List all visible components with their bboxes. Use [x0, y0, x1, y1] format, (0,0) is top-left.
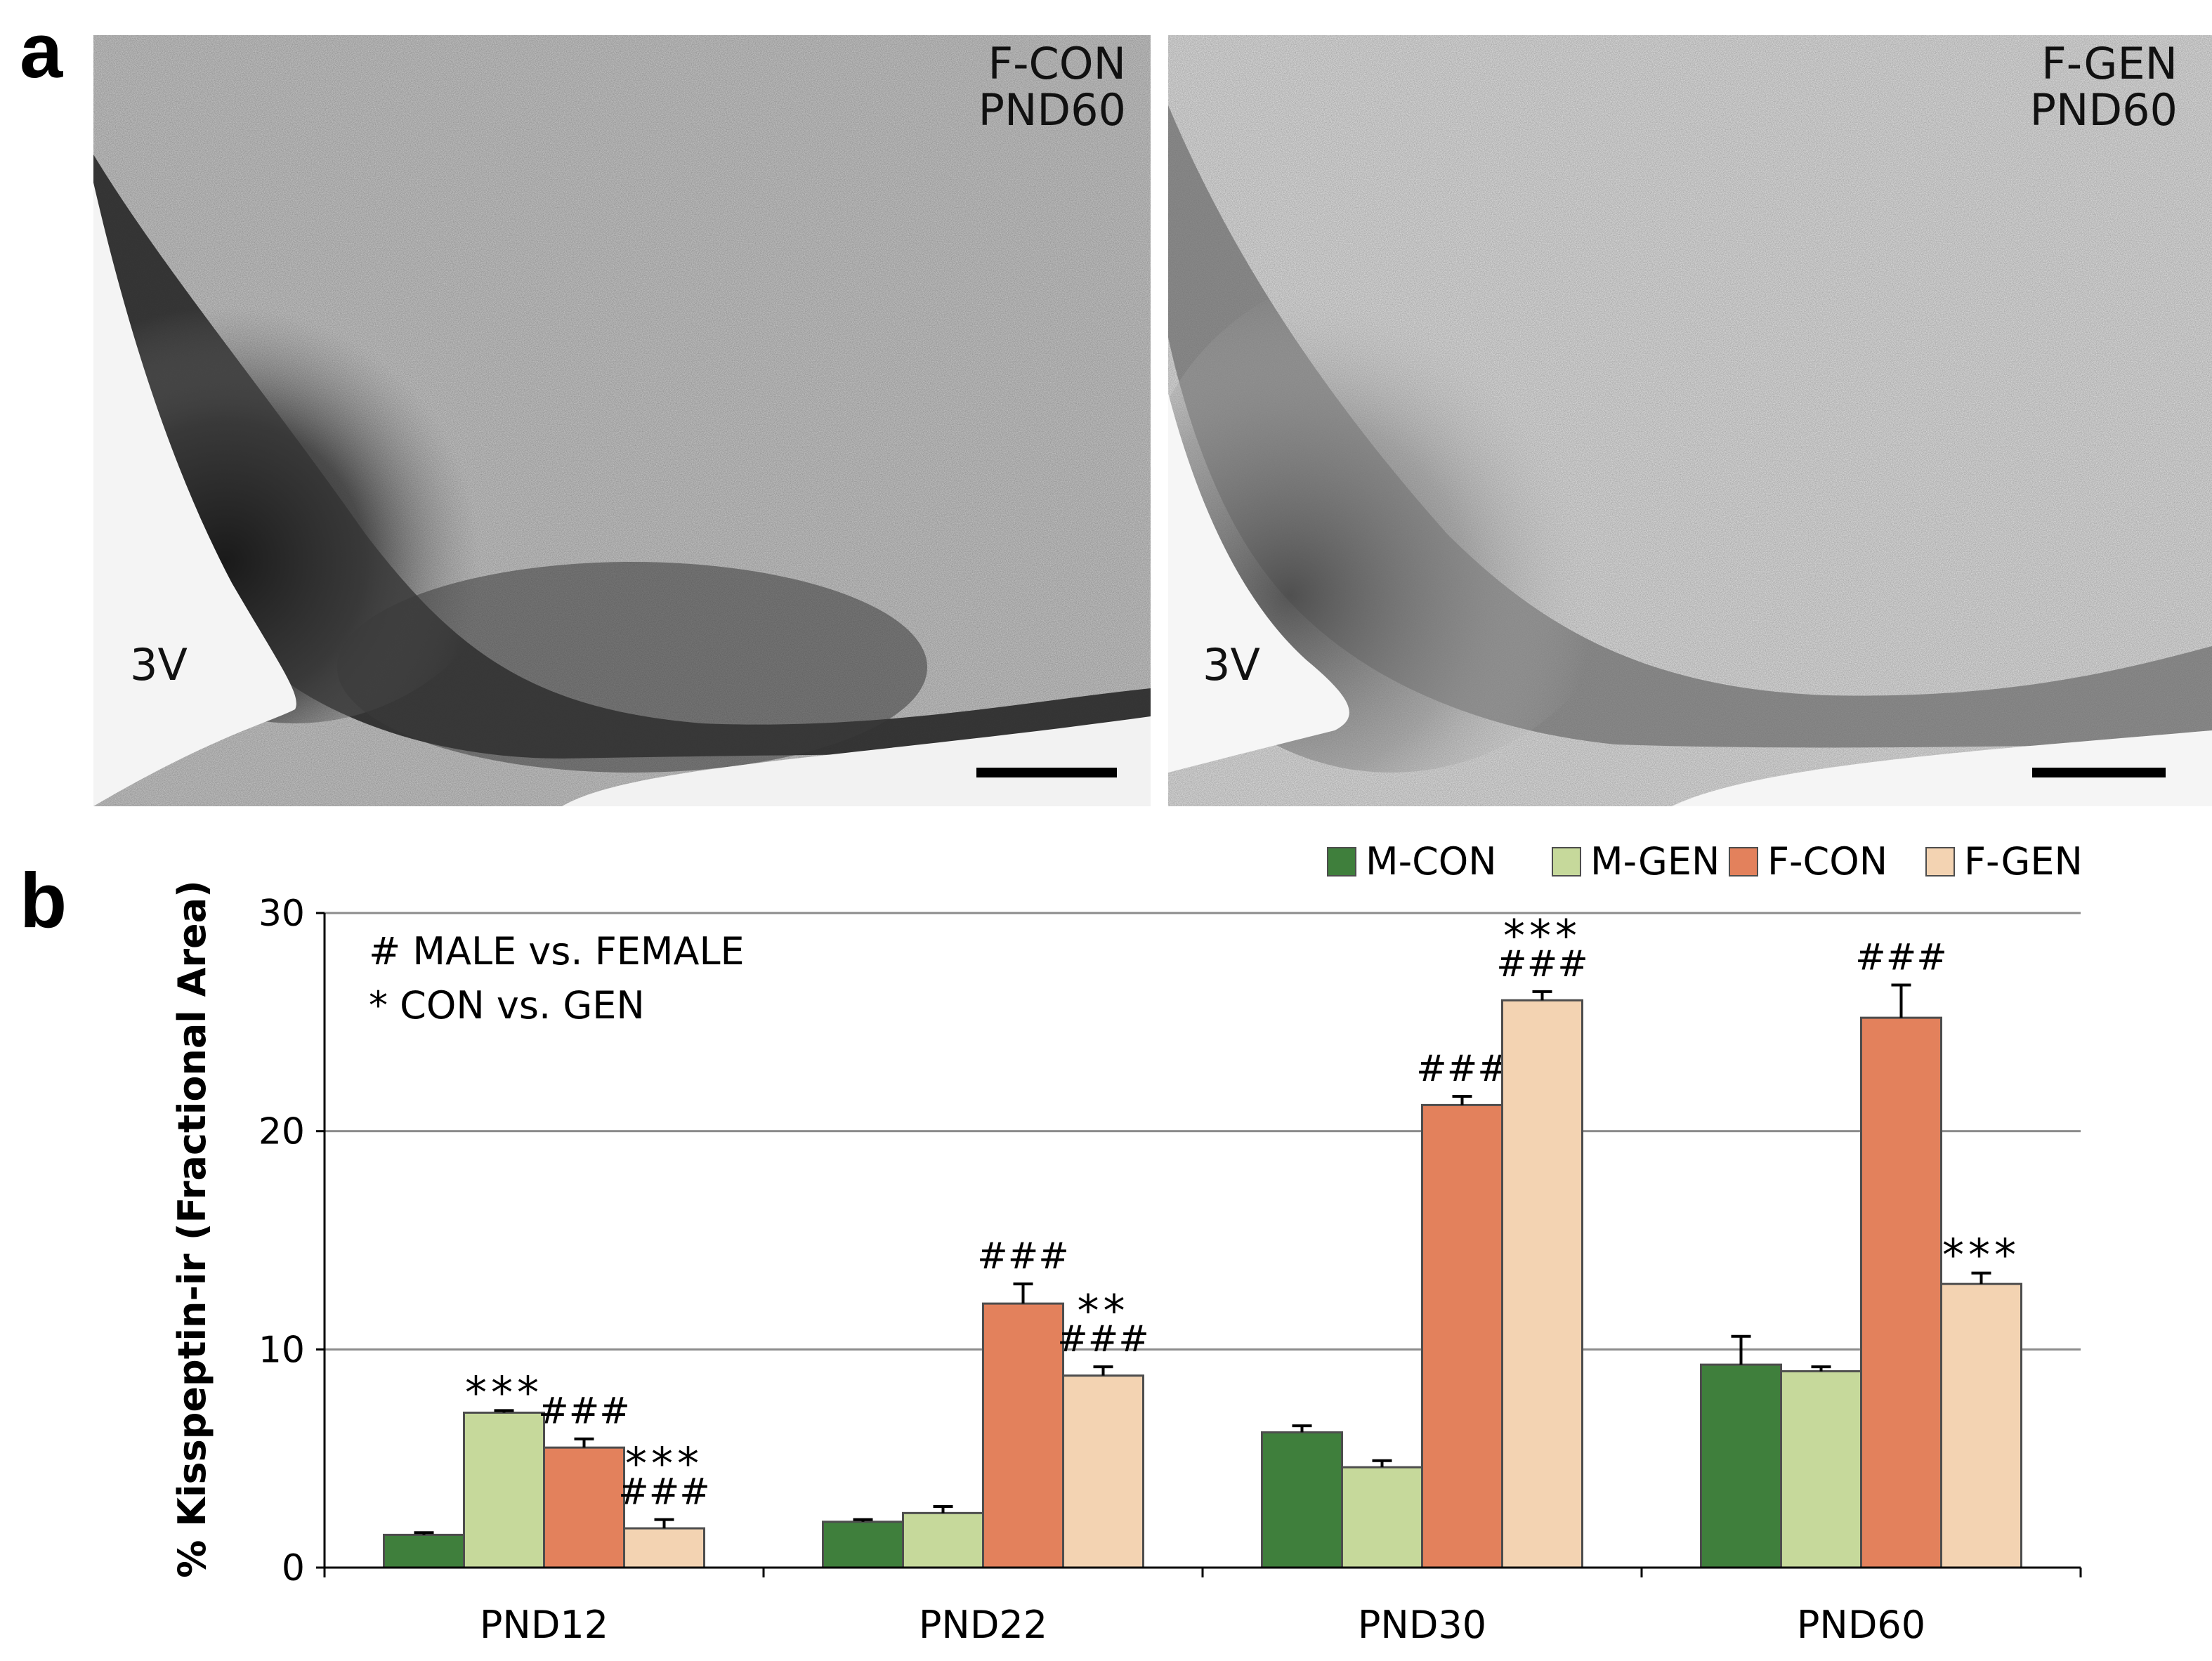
- bar-m-gen-pnd22: [902, 1511, 984, 1569]
- bar-m-gen-pnd30: [1341, 1466, 1423, 1569]
- bar-m-con-pnd30: [1261, 1431, 1343, 1569]
- legend-label-f-con: F-CON: [1767, 839, 1887, 884]
- x-tick-label: PND12: [480, 1603, 608, 1647]
- chart-gridlines: [325, 912, 2081, 1351]
- legend-swatch-m-con: [1327, 847, 1356, 877]
- legend-label-f-gen: F-GEN: [1964, 839, 2083, 884]
- legend-swatch-f-gen: [1925, 847, 1955, 877]
- bar-m-con-pnd60: [1700, 1363, 1782, 1569]
- micrograph-2-label-age: PND60: [2030, 84, 2178, 136]
- y-tick-label: 10: [258, 1329, 305, 1371]
- bar-f-con-pnd30: [1421, 1103, 1503, 1569]
- bar-f-gen-pnd30: [1501, 999, 1583, 1569]
- annotation-treatment-key: * CON vs. GEN: [369, 983, 645, 1028]
- micrograph-f-con: [93, 35, 1151, 806]
- bar-f-gen-pnd60: [1940, 1282, 2022, 1569]
- y-axis-label: % Kisspeptin-ir (Fractional Area): [170, 880, 214, 1578]
- bar-f-gen-pnd12: [623, 1527, 705, 1569]
- y-tick-label: 0: [282, 1547, 305, 1589]
- chart-bars: ***###***######**######***### ###***: [383, 910, 2022, 1569]
- bar-f-gen-pnd22: [1062, 1374, 1144, 1569]
- micrograph-1-label-age: PND60: [979, 84, 1126, 136]
- legend-label-m-gen: M-GEN: [1590, 839, 1720, 884]
- bar-m-con-pnd22: [822, 1521, 904, 1569]
- y-tick-label: 20: [258, 1111, 305, 1153]
- significance-label: ***: [1503, 910, 1581, 961]
- scale-bar: [2032, 768, 2166, 777]
- scale-bar: [976, 768, 1117, 777]
- bar-f-con-pnd60: [1860, 1016, 1942, 1569]
- bar-m-con-pnd12: [383, 1533, 465, 1569]
- chart-axes: 0 10 20 30 PND12 PND22 PND30 PND60: [258, 893, 2082, 1647]
- panel-b-letter: b: [20, 858, 67, 944]
- significance-label: ###: [1416, 1048, 1508, 1090]
- micrograph-1-ventricle-label: 3V: [130, 639, 188, 690]
- legend-swatch-f-con: [1729, 847, 1758, 877]
- legend-label-m-con: M-CON: [1366, 839, 1497, 884]
- micrograph-1-label-group: F-CON: [988, 38, 1126, 89]
- significance-label: ***: [465, 1367, 543, 1418]
- significance-label: ***: [1942, 1230, 2020, 1281]
- significance-label: ***: [625, 1438, 703, 1490]
- x-tick-label: PND22: [919, 1603, 1047, 1647]
- x-tick-label: PND30: [1358, 1603, 1486, 1647]
- significance-label: ###: [1855, 937, 1947, 979]
- significance-label: ###: [618, 1471, 710, 1514]
- legend-swatch-m-gen: [1552, 847, 1581, 877]
- significance-label: ###: [538, 1391, 630, 1433]
- y-tick-label: 30: [258, 893, 305, 935]
- panel-a-letter: a: [20, 8, 63, 94]
- micrograph-f-gen: [1168, 35, 2212, 806]
- micrograph-2-ventricle-label: 3V: [1203, 639, 1260, 690]
- bar-m-gen-pnd12: [463, 1411, 545, 1569]
- significance-label: ###: [1057, 1318, 1149, 1360]
- x-tick-label: PND60: [1797, 1603, 1925, 1647]
- chart-legend: M-CON M-GEN F-CON F-GEN: [1327, 839, 2083, 884]
- annotation-sex-key: # MALE vs. FEMALE: [369, 929, 745, 973]
- bar-m-gen-pnd60: [1780, 1370, 1862, 1569]
- significance-label: ###: [977, 1235, 1069, 1278]
- bar-f-con-pnd22: [982, 1302, 1064, 1569]
- bar-f-con-pnd12: [543, 1446, 625, 1569]
- significance-label: **: [1078, 1285, 1130, 1337]
- significance-label: ###: [1496, 943, 1588, 985]
- micrograph-2-label-group: F-GEN: [2041, 38, 2178, 89]
